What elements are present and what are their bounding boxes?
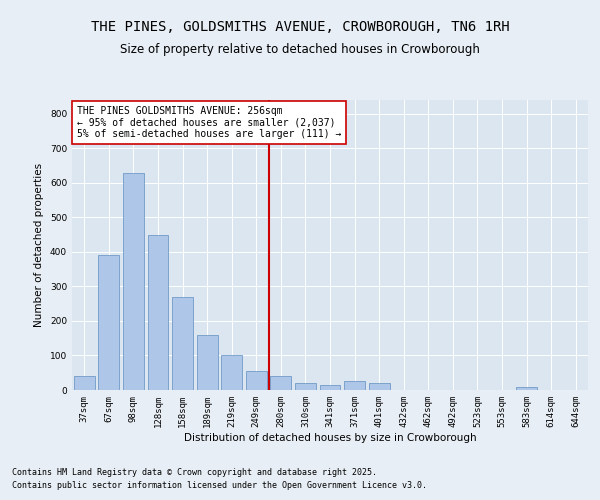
Bar [197, 335, 218, 390]
Bar [368, 383, 389, 390]
Bar [148, 234, 169, 390]
Bar [320, 385, 340, 390]
Bar [344, 382, 365, 390]
Text: Contains public sector information licensed under the Open Government Licence v3: Contains public sector information licen… [12, 480, 427, 490]
Bar [516, 386, 537, 390]
Bar [271, 376, 292, 390]
Bar [123, 172, 144, 390]
Bar [295, 383, 316, 390]
Text: THE PINES GOLDSMITHS AVENUE: 256sqm
← 95% of detached houses are smaller (2,037): THE PINES GOLDSMITHS AVENUE: 256sqm ← 95… [77, 106, 341, 139]
Bar [74, 376, 95, 390]
Bar [221, 356, 242, 390]
Y-axis label: Number of detached properties: Number of detached properties [34, 163, 44, 327]
Bar [98, 256, 119, 390]
X-axis label: Distribution of detached houses by size in Crowborough: Distribution of detached houses by size … [184, 432, 476, 442]
Text: THE PINES, GOLDSMITHS AVENUE, CROWBOROUGH, TN6 1RH: THE PINES, GOLDSMITHS AVENUE, CROWBOROUG… [91, 20, 509, 34]
Text: Contains HM Land Registry data © Crown copyright and database right 2025.: Contains HM Land Registry data © Crown c… [12, 468, 377, 477]
Text: Size of property relative to detached houses in Crowborough: Size of property relative to detached ho… [120, 42, 480, 56]
Bar [246, 371, 267, 390]
Bar [172, 297, 193, 390]
